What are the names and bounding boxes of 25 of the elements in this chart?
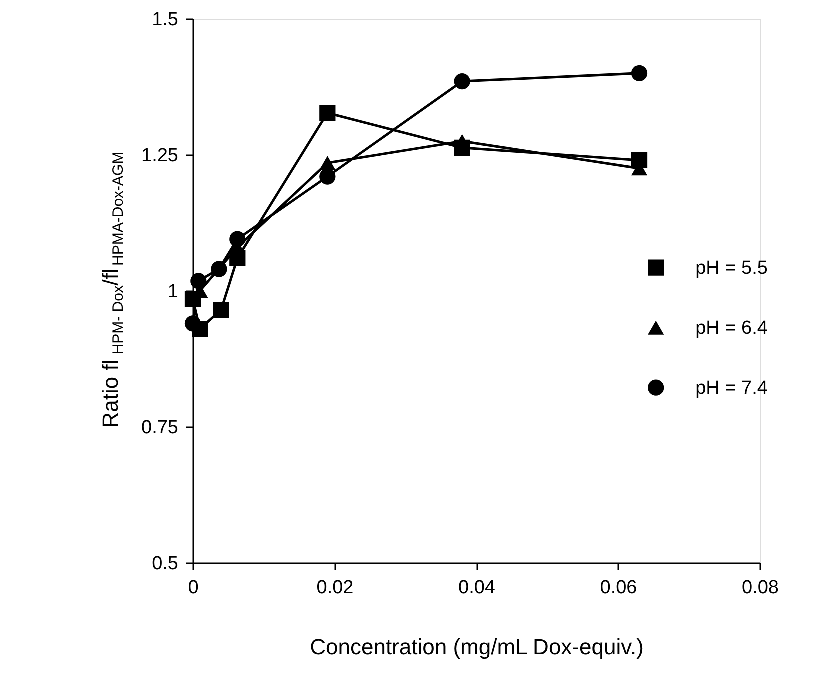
y-tick-label: 0.75 [142, 418, 178, 438]
point [320, 168, 336, 185]
x-tick-label: 0.04 [458, 578, 496, 598]
y-tick-label: 1.5 [152, 10, 178, 30]
x-tick-label: 0.02 [316, 578, 354, 598]
point [184, 316, 202, 332]
x-tick-label: 0.08 [742, 578, 779, 598]
point [320, 105, 336, 122]
point [190, 273, 207, 290]
x-axis-title: Concentration (mg/mL Dox-equiv.) [310, 634, 644, 660]
point [213, 302, 230, 318]
x-tick-label: 0.06 [600, 578, 638, 598]
point [454, 74, 470, 90]
x-tick-label: 0 [188, 578, 199, 598]
legend-label: pH = 7.4 [696, 378, 768, 399]
y-axis-title: Ratio flHPM- Dox/flHPMA-Dox-AGM [98, 152, 127, 428]
legend-label: pH = 5.5 [696, 258, 768, 279]
point [211, 261, 228, 278]
y-tick-label: 1.25 [142, 146, 178, 166]
y-tick-label: 0.5 [152, 554, 178, 574]
legend-label: pH = 6.4 [696, 318, 768, 339]
point [631, 65, 648, 82]
point [320, 156, 336, 170]
y-tick-label: 1 [168, 282, 178, 302]
point [230, 231, 246, 248]
